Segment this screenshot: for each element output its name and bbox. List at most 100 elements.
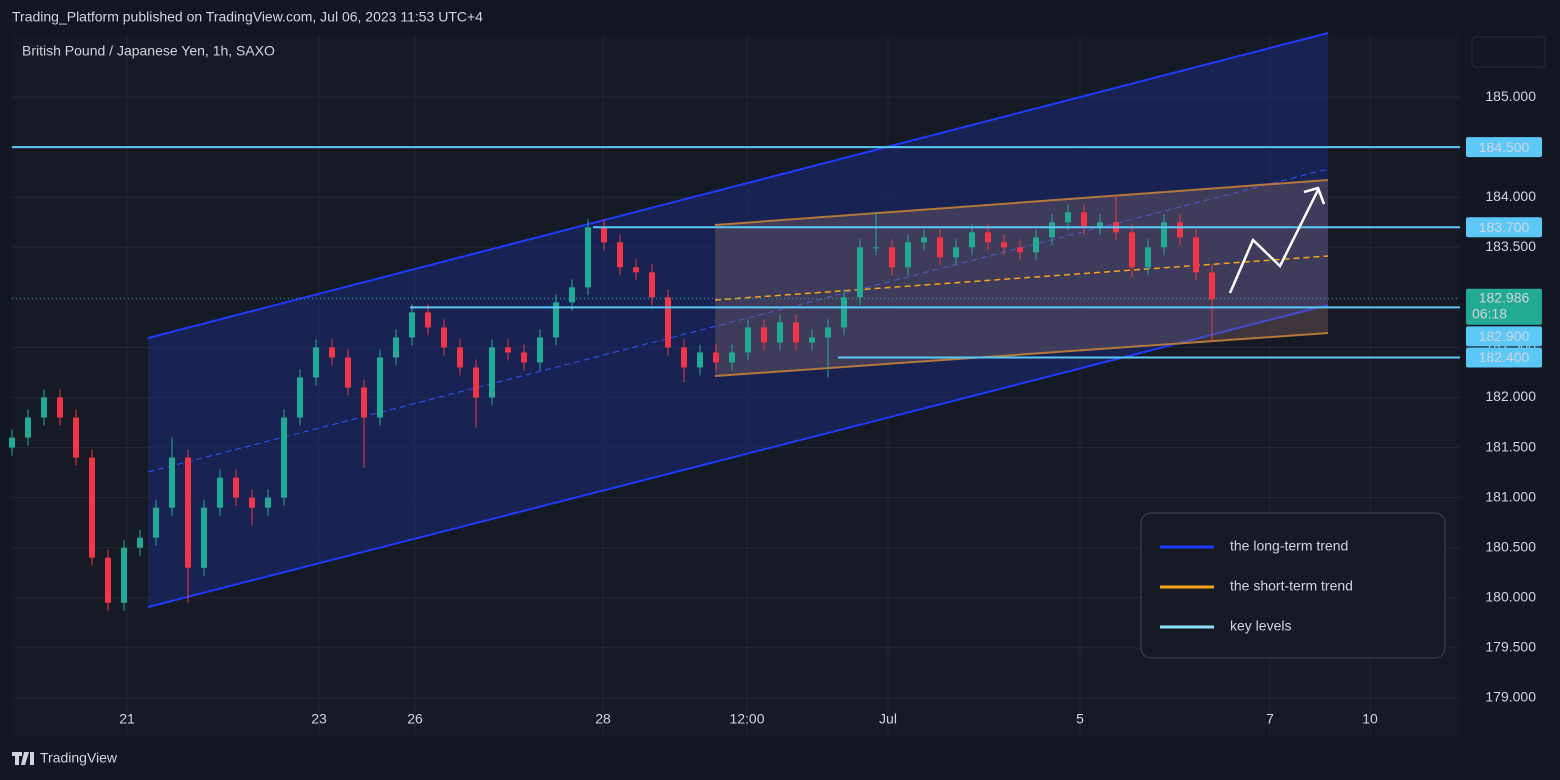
candle-body <box>1065 212 1071 223</box>
y-tick-label: 179.500 <box>1485 639 1536 655</box>
candle-body <box>633 267 639 273</box>
candle-body <box>297 377 303 418</box>
y-tick-label: 180.500 <box>1485 538 1536 554</box>
candle-body <box>361 387 367 418</box>
candle-body <box>73 417 79 458</box>
candle-body <box>889 247 895 268</box>
candle-body <box>457 347 463 368</box>
level-label-box <box>1466 326 1542 347</box>
candle-body <box>729 352 735 363</box>
y-tick-label: 183.500 <box>1485 238 1536 254</box>
candle-body <box>873 247 879 249</box>
marks <box>9 146 1460 611</box>
candle-body <box>793 322 799 343</box>
y-tick-label: 179.000 <box>1485 689 1536 705</box>
candle-body <box>1033 237 1039 253</box>
y-tick-label: 185.000 <box>1485 88 1536 104</box>
candle-body <box>345 357 351 388</box>
candle-body <box>409 312 415 338</box>
y-tick-label: 180.000 <box>1485 589 1536 605</box>
x-tick-label: 21 <box>119 711 135 727</box>
x-tick-label: 23 <box>311 711 327 727</box>
legend-label: the short-term trend <box>1230 578 1353 594</box>
candle-body <box>1001 242 1007 248</box>
candle-body <box>57 397 63 418</box>
candle-body <box>473 367 479 398</box>
level-label: 182.400 <box>1479 349 1530 365</box>
candle-body <box>777 322 783 343</box>
candle-body <box>121 547 127 603</box>
candle-body <box>153 507 159 538</box>
candle-body <box>985 232 991 243</box>
candle-body <box>329 347 335 358</box>
y-tick-label: 182.000 <box>1485 388 1536 404</box>
candle-body <box>425 312 431 328</box>
candle-body <box>281 417 287 498</box>
candle-body <box>393 337 399 358</box>
candle-body <box>1081 212 1087 228</box>
footer-brand: TradingView <box>40 750 118 766</box>
candle-body <box>441 327 447 348</box>
long-term-mid <box>147 168 1329 473</box>
symbol-title: British Pound / Japanese Yen, 1h, SAXO <box>22 43 275 59</box>
header: Trading_Platform published on TradingVie… <box>12 9 483 25</box>
candle-body <box>841 297 847 328</box>
candle-body <box>921 237 927 243</box>
legend-box <box>1140 512 1446 659</box>
x-tick-label: Jul <box>879 711 897 727</box>
candle-body <box>377 357 383 418</box>
candle-body <box>1129 232 1135 268</box>
level-label: 182.900 <box>1479 328 1530 344</box>
candle-body <box>601 227 607 243</box>
axes: 179.000 179.500 180.000 180.500 181.000 181.5… <box>119 88 1542 727</box>
candle-body <box>585 227 591 288</box>
level-label-box <box>1466 217 1542 238</box>
candle-body <box>89 457 95 558</box>
candle-body <box>1017 247 1023 253</box>
candle-body <box>1161 222 1167 248</box>
logo <box>12 752 34 765</box>
countdown: 06:18 <box>1472 305 1507 321</box>
level-label: 183.700 <box>1479 219 1530 235</box>
short-term-channel <box>715 180 1328 376</box>
candle-body <box>217 477 223 508</box>
candle-body <box>249 497 255 508</box>
candle-body <box>1177 222 1183 238</box>
candle-body <box>9 437 15 448</box>
candle-body <box>105 557 111 603</box>
y-tick-label: 184.000 <box>1485 188 1536 204</box>
candle-body <box>505 347 511 353</box>
candle-body <box>1193 237 1199 273</box>
candle-body <box>25 417 31 438</box>
x-tick-label: 10 <box>1362 711 1378 727</box>
candle-body <box>137 537 143 548</box>
candle-body <box>617 242 623 268</box>
candle-body <box>809 337 815 343</box>
candle-body <box>713 352 719 363</box>
y-tick-label: 181.500 <box>1485 438 1536 454</box>
forecast-arrow <box>1228 189 1320 294</box>
long-term-lower <box>147 304 1329 608</box>
x-tick-label: 12:00 <box>729 711 764 727</box>
last-price-label: 182.986 <box>1479 289 1530 305</box>
candle-body <box>969 232 975 248</box>
short-term-lower <box>714 332 1329 377</box>
price-axis <box>1460 0 1560 740</box>
candle-body <box>489 347 495 398</box>
candle-body <box>569 287 575 303</box>
candle-body <box>1209 272 1215 300</box>
candle-body <box>649 272 655 298</box>
long-term-upper <box>147 32 1329 339</box>
candle-body <box>1145 247 1151 268</box>
long-term-channel <box>148 33 1328 607</box>
short-term-upper <box>714 179 1329 226</box>
candle-body <box>201 507 207 568</box>
x-tick-label: 5 <box>1076 711 1084 727</box>
candle-body <box>265 497 271 508</box>
last-price-box <box>1466 288 1542 325</box>
x-tick-label: 28 <box>595 711 611 727</box>
candle-body <box>233 477 239 498</box>
level-label-box <box>1466 137 1542 158</box>
scale-button[interactable] <box>1471 36 1546 68</box>
